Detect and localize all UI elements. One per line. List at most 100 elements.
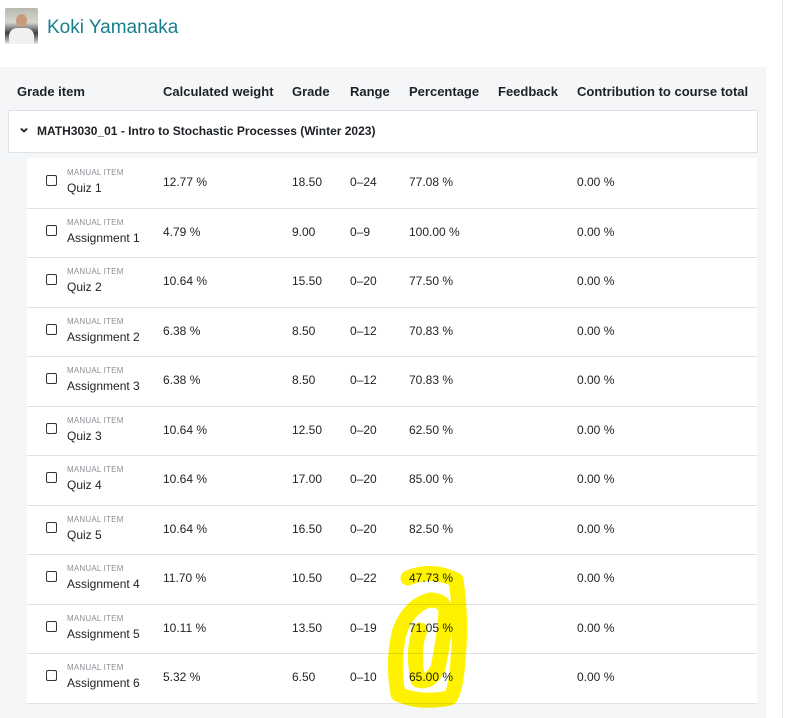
row-checkbox[interactable] — [46, 522, 57, 533]
percentage: 82.50 % — [409, 522, 454, 536]
calculated-weight: 12.77 % — [163, 175, 208, 189]
item-name[interactable]: Quiz 4 — [67, 478, 102, 492]
category-name: MATH3030_01 - Intro to Stochastic Proces… — [37, 124, 376, 138]
item-type: MANUAL ITEM — [67, 317, 124, 326]
column-header: Feedback — [498, 84, 558, 99]
range: 0–20 — [350, 522, 377, 536]
range: 0–9 — [350, 225, 371, 239]
calculated-weight: 6.38 % — [163, 373, 201, 387]
item-name[interactable]: Quiz 3 — [67, 429, 102, 443]
item-name[interactable]: Assignment 3 — [67, 379, 140, 393]
range: 0–24 — [350, 175, 377, 189]
range: 0–19 — [350, 621, 377, 635]
row-separator — [27, 703, 757, 704]
collapse-chevron[interactable] — [19, 125, 29, 135]
percentage: 100.00 % — [409, 225, 460, 239]
row-checkbox[interactable] — [46, 571, 57, 582]
row-separator — [27, 257, 757, 258]
row-checkbox[interactable] — [46, 324, 57, 335]
item-type: MANUAL ITEM — [67, 614, 124, 623]
range: 0–20 — [350, 274, 377, 288]
column-header: Contribution to course total — [577, 84, 749, 99]
range: 0–20 — [350, 423, 377, 437]
range: 0–12 — [350, 373, 377, 387]
contribution: 0.00 % — [577, 225, 615, 239]
grade: 13.50 — [292, 621, 323, 635]
item-type: MANUAL ITEM — [67, 168, 124, 177]
item-name[interactable]: Assignment 1 — [67, 231, 140, 245]
column-header: Grade — [292, 84, 330, 99]
percentage: 85.00 % — [409, 472, 454, 486]
grade: 15.50 — [292, 274, 323, 288]
grade: 8.50 — [292, 373, 316, 387]
percentage: 77.08 % — [409, 175, 454, 189]
item-name[interactable]: Assignment 5 — [67, 627, 140, 641]
contribution: 0.00 % — [577, 522, 615, 536]
row-checkbox[interactable] — [46, 621, 57, 632]
grade: 8.50 — [292, 324, 316, 338]
calculated-weight: 10.64 % — [163, 522, 208, 536]
row-checkbox[interactable] — [46, 423, 57, 434]
contribution: 0.00 % — [577, 621, 615, 635]
grade: 18.50 — [292, 175, 323, 189]
contribution: 0.00 % — [577, 423, 615, 437]
user-name[interactable]: Koki Yamanaka — [47, 17, 179, 38]
row-checkbox[interactable] — [46, 175, 57, 186]
item-name[interactable]: Quiz 5 — [67, 528, 102, 542]
row-checkbox[interactable] — [46, 274, 57, 285]
row-checkbox[interactable] — [46, 225, 57, 236]
percentage: 71.05 % — [409, 621, 454, 635]
category-row — [8, 110, 758, 153]
calculated-weight: 5.32 % — [163, 670, 201, 684]
column-header: Percentage — [409, 84, 480, 99]
column-header: Grade item — [17, 84, 85, 99]
row-separator — [27, 307, 757, 308]
item-name[interactable]: Assignment 6 — [67, 676, 140, 690]
row-separator — [27, 455, 757, 456]
percentage: 77.50 % — [409, 274, 454, 288]
contribution: 0.00 % — [577, 175, 615, 189]
column-header: Calculated weight — [163, 84, 274, 99]
percentage: 62.50 % — [409, 423, 454, 437]
contribution: 0.00 % — [577, 373, 615, 387]
contribution: 0.00 % — [577, 324, 615, 338]
item-type: MANUAL ITEM — [67, 416, 124, 425]
grade: 17.00 — [292, 472, 323, 486]
column-header: Range — [350, 84, 390, 99]
range: 0–10 — [350, 670, 377, 684]
row-checkbox[interactable] — [46, 472, 57, 483]
row-checkbox[interactable] — [46, 373, 57, 384]
row-separator — [27, 554, 757, 555]
row-separator — [27, 208, 757, 209]
row-separator — [27, 604, 757, 605]
range: 0–20 — [350, 472, 377, 486]
item-name[interactable]: Quiz 1 — [67, 181, 102, 195]
contribution: 0.00 % — [577, 274, 615, 288]
calculated-weight: 6.38 % — [163, 324, 201, 338]
item-name[interactable]: Quiz 2 — [67, 280, 102, 294]
item-name[interactable]: Assignment 4 — [67, 577, 140, 591]
grade: 10.50 — [292, 571, 323, 585]
percentage: 70.83 % — [409, 373, 454, 387]
calculated-weight: 10.11 % — [163, 621, 207, 635]
calculated-weight: 11.70 % — [163, 571, 207, 585]
contribution: 0.00 % — [577, 472, 615, 486]
range: 0–22 — [350, 571, 377, 585]
contribution: 0.00 % — [577, 571, 615, 585]
avatar[interactable] — [5, 8, 38, 44]
item-name[interactable]: Assignment 2 — [67, 330, 140, 344]
percentage: 65.00 % — [409, 670, 454, 684]
item-type: MANUAL ITEM — [67, 366, 124, 375]
item-type: MANUAL ITEM — [67, 218, 124, 227]
calculated-weight: 10.64 % — [163, 472, 208, 486]
percentage: 70.83 % — [409, 324, 454, 338]
item-type: MANUAL ITEM — [67, 564, 124, 573]
item-type: MANUAL ITEM — [67, 465, 124, 474]
grade: 6.50 — [292, 670, 316, 684]
range: 0–12 — [350, 324, 377, 338]
row-checkbox[interactable] — [46, 670, 57, 681]
item-type: MANUAL ITEM — [67, 663, 124, 672]
grade: 12.50 — [292, 423, 323, 437]
calculated-weight: 4.79 % — [163, 225, 201, 239]
